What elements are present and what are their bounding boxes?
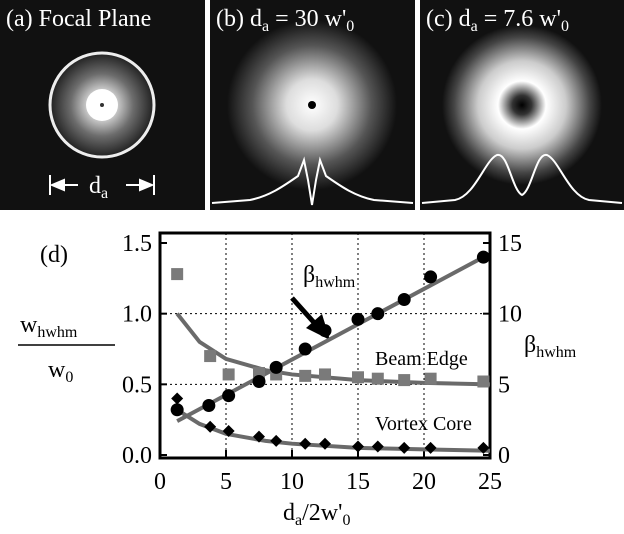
y2-tick-label: 5	[498, 372, 510, 398]
label: d	[89, 173, 101, 199]
point	[425, 442, 437, 454]
y2-tick-label: 10	[498, 302, 522, 328]
panel-text: Focal Plane	[39, 6, 152, 32]
point	[398, 374, 410, 386]
panel-label: (b)	[216, 6, 244, 32]
point	[352, 313, 365, 326]
y2-tick-label: 0	[498, 443, 510, 469]
point	[299, 370, 311, 382]
label: d	[283, 500, 295, 526]
y-tick-label: 1.5	[122, 231, 152, 257]
x-axis-label: da/2w'0	[283, 500, 350, 529]
label-sub: 0	[561, 18, 569, 35]
beam	[442, 25, 602, 185]
point	[424, 270, 437, 283]
label-sub: a	[471, 18, 478, 35]
annotation: Vortex Core	[375, 413, 472, 435]
x-tick-label: 20	[412, 469, 436, 495]
point	[319, 368, 331, 380]
label-sub: 0	[342, 512, 350, 529]
panel-a: da (a) Focal Plane	[0, 0, 205, 210]
y-label-num: whwhm	[20, 312, 78, 341]
label: d	[459, 6, 471, 32]
x-tick-label: 5	[220, 469, 232, 495]
panel-label: (d)	[40, 242, 68, 268]
y-tick-label: 0.5	[122, 372, 152, 398]
label-sub: a	[101, 185, 108, 202]
x-tick-label: 25	[478, 469, 502, 495]
label: /2w'	[302, 500, 342, 526]
point	[477, 251, 490, 264]
panel-c: (c) da = 7.6 w'0	[420, 0, 624, 210]
label: β	[303, 262, 315, 288]
y2-axis-label: βhwhm	[524, 332, 577, 361]
point	[299, 343, 312, 356]
vortex-dot	[100, 103, 104, 107]
label: w	[48, 357, 66, 383]
point	[204, 350, 216, 362]
point	[398, 442, 410, 454]
label: = 7.6 w'	[484, 6, 561, 32]
y-tick-label: 0.0	[122, 443, 152, 469]
point	[253, 375, 266, 388]
panel-b: (b) da = 30 w'0	[210, 0, 415, 210]
label-sub: a	[295, 512, 302, 529]
panel-title: (a) Focal Plane	[6, 6, 151, 32]
point	[171, 392, 183, 404]
point	[425, 373, 437, 385]
point	[299, 438, 311, 450]
label-sub: hwhm	[315, 274, 356, 291]
annotation: βhwhm	[303, 262, 356, 291]
label-sub: hwhm	[536, 344, 577, 361]
point	[270, 435, 282, 447]
vortex-core	[308, 101, 316, 109]
panel-label: (c)	[426, 6, 453, 32]
label: w	[20, 312, 38, 338]
x-tick-label: 10	[280, 469, 304, 495]
label-sub: 0	[65, 369, 73, 386]
x-tick-label: 15	[346, 469, 370, 495]
label: = 30 w'	[275, 6, 346, 32]
point	[171, 403, 184, 416]
point	[352, 441, 364, 453]
point	[202, 399, 215, 412]
point	[270, 361, 283, 374]
point	[398, 293, 411, 306]
label-sub: hwhm	[37, 324, 78, 341]
figure: da (a) Focal Plane (b) da = 30 w'0 (c) d…	[0, 0, 624, 534]
y-label-den: w0	[48, 357, 73, 386]
point	[372, 441, 384, 453]
y-axis-label: whwhm w0	[18, 312, 115, 386]
x-tick-label: 0	[154, 469, 166, 495]
point	[371, 307, 384, 320]
y-tick-label: 1.0	[122, 302, 152, 328]
y2-tick-label: 15	[498, 231, 522, 257]
label: β	[524, 332, 536, 358]
label-sub: a	[262, 18, 269, 35]
label: d	[250, 6, 262, 32]
label-sub: 0	[346, 18, 354, 35]
point	[372, 373, 384, 385]
point	[319, 324, 332, 337]
annotation: Beam Edge	[375, 348, 468, 370]
panel-label: (a)	[6, 6, 33, 32]
point	[352, 371, 364, 383]
point	[477, 376, 489, 388]
point	[223, 368, 235, 380]
point	[171, 268, 183, 280]
point	[222, 389, 235, 402]
